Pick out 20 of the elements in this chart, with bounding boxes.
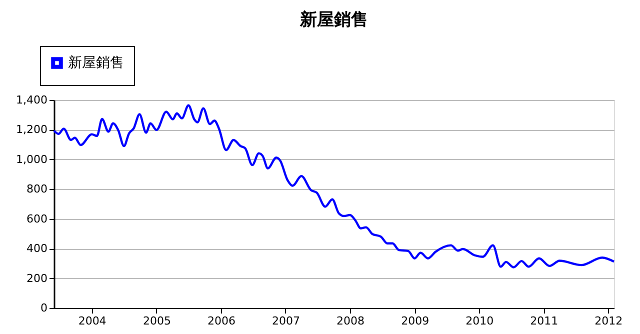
x-tick-label: 2009 [401,314,430,328]
x-tick-label: 2011 [530,314,558,328]
x-tick-label: 2004 [78,314,106,328]
y-tick-label: 200 [26,272,48,285]
x-tick-label: 2007 [272,314,300,328]
y-tick-label: 1,400 [16,94,48,106]
x-tick-label: 2005 [142,314,171,328]
chart-title: 新屋銷售 [299,10,368,30]
x-tick-label: 2012 [594,314,623,328]
x-tick-label: 2006 [207,314,236,328]
y-tick-label: 800 [26,182,48,196]
y-tick-label: 1,200 [16,123,48,136]
legend-label: 新屋銷售 [68,55,124,71]
x-tick-label: 2008 [336,314,364,328]
y-tick-label: 1,000 [16,152,48,166]
y-tick-label: 0 [40,302,48,314]
y-tick-label: 400 [26,242,48,256]
line-series [52,104,616,268]
y-tick-label: 600 [26,212,48,226]
x-tick-label: 2010 [466,314,494,328]
